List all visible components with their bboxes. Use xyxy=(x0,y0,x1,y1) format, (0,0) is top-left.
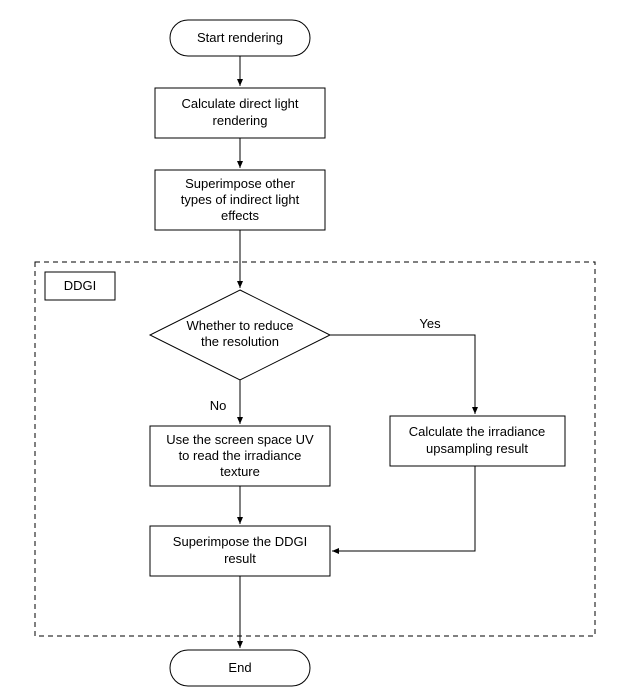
superimpose-indirect-label2: types of indirect light xyxy=(181,192,300,207)
upsampling-label1: Calculate the irradiance xyxy=(409,424,546,439)
screen-uv-label2: to read the irradiance xyxy=(179,448,302,463)
edge-yes-label: Yes xyxy=(419,316,441,331)
edge-upsampling-to-superddgi xyxy=(332,466,475,551)
edge-yes xyxy=(330,335,475,414)
decision-label2: the resolution xyxy=(201,334,279,349)
superimpose-indirect-label3: effects xyxy=(221,208,260,223)
superimpose-indirect-label1: Superimpose other xyxy=(185,176,296,191)
screen-uv-label3: texture xyxy=(220,464,260,479)
edge-no-label: No xyxy=(210,398,227,413)
upsampling-label2: upsampling result xyxy=(426,441,528,456)
flowchart-canvas: DDGI Start rendering Calculate direct li… xyxy=(0,0,626,700)
ddgi-label-text: DDGI xyxy=(64,278,97,293)
end-node-label: End xyxy=(228,660,251,675)
decision-label1: Whether to reduce xyxy=(187,318,294,333)
screen-uv-label1: Use the screen space UV xyxy=(166,432,314,447)
superimpose-ddgi-label1: Superimpose the DDGI xyxy=(173,534,307,549)
superimpose-ddgi-label2: result xyxy=(224,551,256,566)
calc-direct-label1: Calculate direct light xyxy=(181,96,298,111)
calc-direct-label2: rendering xyxy=(213,113,268,128)
start-node-label: Start rendering xyxy=(197,30,283,45)
